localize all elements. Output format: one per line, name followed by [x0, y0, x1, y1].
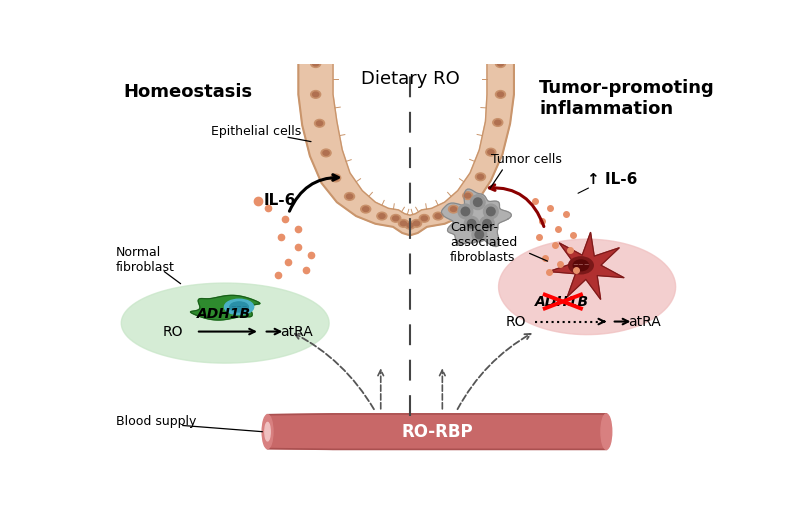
Ellipse shape — [393, 216, 399, 220]
Circle shape — [474, 198, 482, 206]
Ellipse shape — [390, 215, 401, 222]
Ellipse shape — [333, 175, 338, 180]
Circle shape — [462, 207, 470, 216]
Ellipse shape — [323, 151, 329, 155]
Ellipse shape — [345, 192, 354, 200]
Circle shape — [482, 219, 491, 228]
Ellipse shape — [433, 212, 443, 220]
Ellipse shape — [569, 257, 594, 274]
Text: Homeostasis: Homeostasis — [123, 83, 253, 101]
Text: Blood supply: Blood supply — [116, 415, 196, 428]
Ellipse shape — [462, 192, 473, 199]
Ellipse shape — [574, 260, 589, 271]
Ellipse shape — [450, 207, 457, 211]
Circle shape — [475, 231, 483, 239]
Ellipse shape — [310, 60, 321, 67]
Ellipse shape — [601, 414, 612, 449]
Ellipse shape — [419, 215, 430, 222]
Ellipse shape — [407, 223, 413, 227]
Ellipse shape — [498, 61, 503, 66]
Text: ~~~: ~~~ — [572, 262, 590, 268]
Ellipse shape — [488, 150, 494, 154]
Text: ADH1B: ADH1B — [535, 295, 590, 310]
Ellipse shape — [449, 205, 458, 213]
Ellipse shape — [225, 299, 254, 315]
Text: Normal
fibroblast: Normal fibroblast — [116, 246, 174, 274]
Circle shape — [464, 216, 479, 231]
Text: ~~~: ~~~ — [230, 304, 248, 310]
Text: ADH1B: ADH1B — [197, 307, 250, 321]
Ellipse shape — [362, 207, 369, 211]
Ellipse shape — [475, 173, 486, 181]
Polygon shape — [549, 232, 624, 299]
Ellipse shape — [405, 222, 415, 229]
Text: Epithelial cells: Epithelial cells — [211, 125, 302, 138]
Text: ↑ IL-6: ↑ IL-6 — [587, 172, 638, 187]
Ellipse shape — [421, 216, 427, 220]
Circle shape — [458, 204, 473, 219]
Ellipse shape — [486, 148, 496, 156]
Ellipse shape — [398, 219, 409, 227]
Ellipse shape — [361, 205, 370, 213]
Ellipse shape — [435, 214, 441, 218]
Ellipse shape — [346, 194, 353, 199]
Polygon shape — [122, 283, 329, 363]
Ellipse shape — [330, 174, 341, 182]
Text: atRA: atRA — [629, 314, 662, 329]
Polygon shape — [267, 414, 606, 449]
Text: RO: RO — [506, 314, 526, 329]
Ellipse shape — [377, 212, 387, 220]
Text: IL-6: IL-6 — [264, 193, 296, 208]
Circle shape — [472, 227, 486, 242]
Ellipse shape — [321, 149, 331, 157]
Ellipse shape — [310, 91, 321, 98]
Ellipse shape — [400, 221, 406, 226]
Ellipse shape — [493, 119, 502, 126]
Polygon shape — [442, 189, 511, 246]
Text: Cancer-
associated
fibroblasts: Cancer- associated fibroblasts — [450, 220, 518, 264]
Ellipse shape — [478, 174, 483, 179]
Text: Tumor cells: Tumor cells — [491, 153, 562, 166]
Text: Tumor-promoting
inflammation: Tumor-promoting inflammation — [539, 79, 715, 118]
Ellipse shape — [313, 92, 318, 96]
Polygon shape — [498, 239, 676, 334]
Text: Dietary RO: Dietary RO — [361, 70, 459, 88]
Ellipse shape — [498, 92, 503, 96]
Ellipse shape — [262, 414, 273, 448]
Ellipse shape — [230, 302, 248, 312]
Ellipse shape — [265, 422, 270, 441]
Polygon shape — [190, 295, 260, 320]
Circle shape — [467, 219, 476, 228]
Ellipse shape — [495, 60, 506, 67]
Ellipse shape — [317, 121, 322, 126]
Polygon shape — [298, 64, 514, 235]
Circle shape — [486, 207, 495, 216]
Text: RO-RBP: RO-RBP — [401, 422, 473, 440]
Ellipse shape — [465, 193, 471, 198]
Circle shape — [480, 216, 494, 231]
Ellipse shape — [411, 219, 422, 227]
Ellipse shape — [313, 61, 318, 66]
Ellipse shape — [494, 120, 501, 125]
Ellipse shape — [495, 91, 506, 98]
Ellipse shape — [379, 214, 385, 218]
Ellipse shape — [314, 119, 325, 127]
Text: RO: RO — [162, 324, 183, 339]
Circle shape — [470, 195, 485, 209]
Circle shape — [483, 204, 498, 219]
Ellipse shape — [414, 221, 420, 226]
Text: atRA: atRA — [280, 324, 313, 339]
